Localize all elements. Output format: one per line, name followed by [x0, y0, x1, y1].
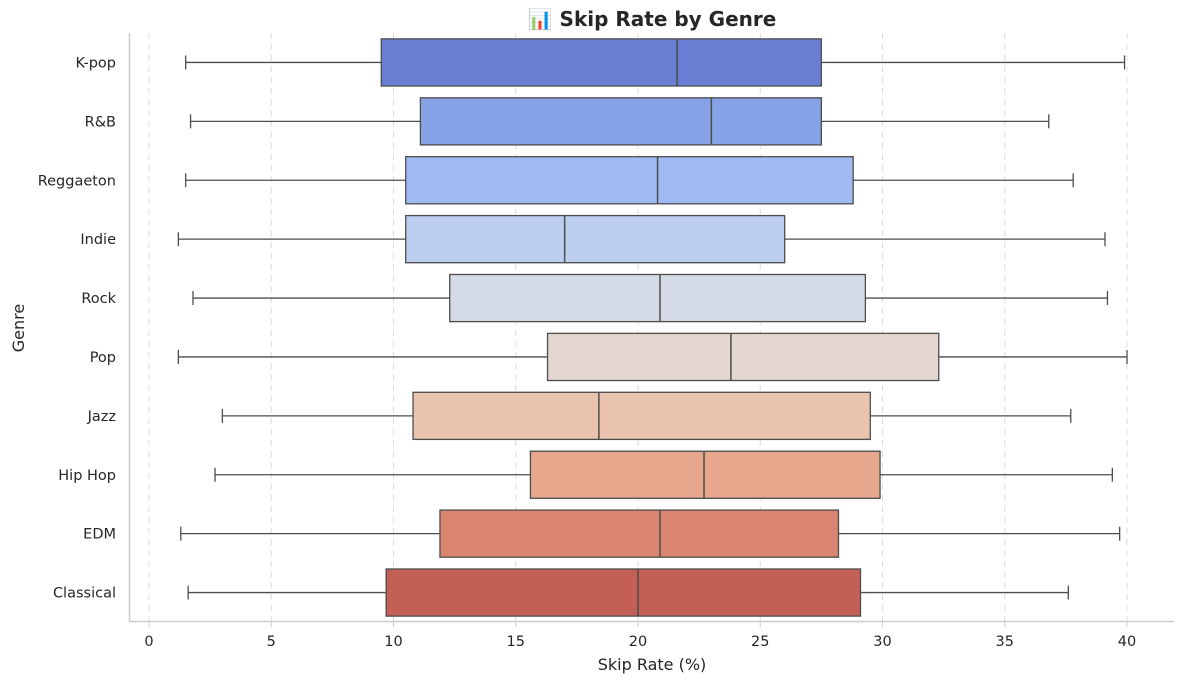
x-tick-labels: 0 5 10 15 20 25 30 35 40 — [144, 622, 1136, 650]
box-k-pop — [185, 38, 1126, 87]
y-tick-label-r-b: R&B — [85, 114, 116, 130]
box-r-b — [189, 97, 1050, 146]
y-tick-label-jazz: Jazz — [87, 409, 116, 425]
y-tick-label-k-pop: K-pop — [76, 55, 117, 71]
y-tick-labels: K-pop R&B Reggaeton Indie Rock Pop Jazz Hip Hop… — [38, 55, 117, 601]
box-classical — [187, 568, 1069, 617]
box-indie — [177, 214, 1106, 264]
iqr-box-hip-hop — [529, 450, 881, 499]
iqr-box-k-pop — [380, 38, 823, 87]
x-tick-label-5: 5 — [267, 634, 276, 650]
iqr-box-rock — [449, 273, 867, 323]
y-tick-label-classical: Classical — [53, 586, 116, 602]
iqr-box-jazz — [412, 391, 871, 441]
x-tick-label-20: 20 — [629, 634, 647, 650]
x-tick-label-35: 35 — [996, 634, 1014, 650]
x-tick-label-10: 10 — [384, 634, 402, 650]
iqr-box-reggaeton — [405, 156, 854, 205]
x-tick-label-25: 25 — [751, 634, 769, 650]
iqr-box-classical — [385, 568, 862, 617]
x-tick-label-15: 15 — [507, 634, 525, 650]
x-tick-label-0: 0 — [144, 634, 153, 650]
iqr-box-r-b — [419, 97, 823, 146]
box-jazz — [221, 391, 1072, 441]
x-tick-label-30: 30 — [873, 634, 891, 650]
boxes-layer — [177, 38, 1128, 617]
box-edm — [180, 509, 1121, 558]
y-tick-label-hip-hop: Hip Hop — [58, 468, 116, 484]
box-reggaeton — [185, 156, 1074, 205]
y-tick-label-indie: Indie — [80, 232, 116, 248]
y-axis-label: Genre — [9, 304, 28, 352]
iqr-box-indie — [405, 214, 786, 264]
x-tick-label-40: 40 — [1118, 634, 1136, 650]
y-tick-label-reggaeton: Reggaeton — [38, 173, 116, 189]
y-tick-label-edm: EDM — [83, 527, 116, 543]
box-hip-hop — [214, 450, 1113, 499]
box-pop — [177, 332, 1128, 382]
box-rock — [192, 273, 1109, 323]
x-axis-label: Skip Rate (%) — [598, 655, 707, 674]
y-tick-label-rock: Rock — [81, 291, 116, 307]
y-tick-label-pop: Pop — [90, 350, 116, 366]
iqr-box-edm — [439, 509, 840, 558]
chart-title: 📊 Skip Rate by Genre — [528, 7, 777, 31]
iqr-box-pop — [546, 332, 940, 382]
